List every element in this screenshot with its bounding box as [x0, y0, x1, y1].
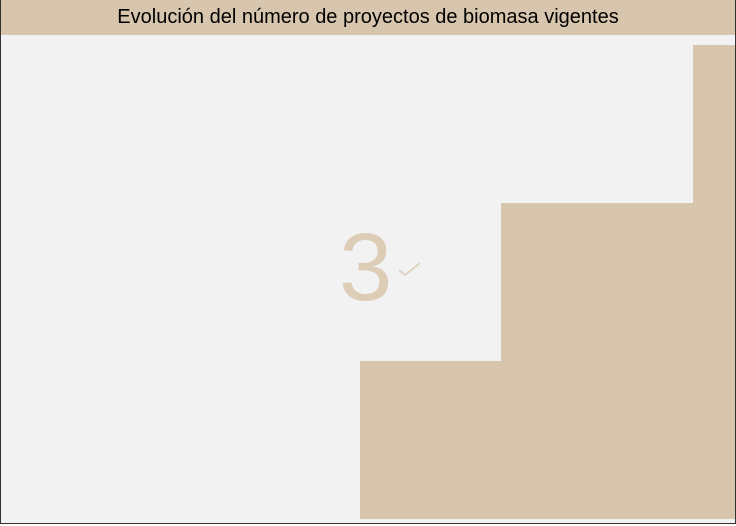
step	[501, 203, 693, 519]
check-mark	[398, 262, 421, 276]
counter: 3	[339, 214, 393, 321]
title: Evolución del número de proyectos de bio…	[1, 0, 735, 35]
step	[693, 45, 735, 519]
step	[360, 361, 501, 519]
check-icon	[398, 262, 421, 276]
